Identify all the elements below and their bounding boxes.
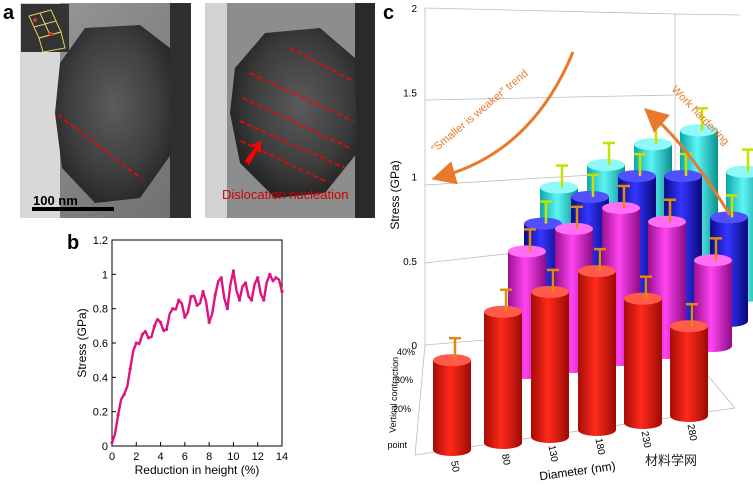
chart-c-zlabel: Stress (GPa) [388,160,402,229]
data-point [262,298,266,302]
scale-bar [32,207,114,211]
data-point [231,269,236,273]
data-point [140,332,144,337]
x-tick-label: 80 [499,453,512,466]
x-tick-label: 280 [685,423,699,442]
series-line-stress [110,269,284,443]
diffraction-inset [21,4,69,53]
smaller-weaker-arrow [431,51,575,185]
data-point [189,295,193,299]
y-tick-label: 20% [393,404,411,414]
y-tick-label: 0.4 [93,372,108,384]
y-tick-label: 30% [395,375,413,385]
data-point [134,341,138,345]
nanoparticle-right [230,28,357,198]
data-point [213,293,217,297]
z-tick-label: 2 [411,4,417,15]
dashed-line-left [57,114,143,180]
tem-right-drawing [205,3,375,218]
z-tick-label: 0 [411,341,417,352]
data-point [207,320,211,324]
data-point [280,289,284,294]
data-point [158,320,163,324]
data-point [219,276,223,280]
data-point [243,281,248,285]
y-tick-label: 1.2 [93,235,108,247]
data-point [165,327,169,331]
x-tick-label: 2 [133,451,139,463]
chart-b: 0 2 4 6 8 10 12 14 0 0.2 0.4 0.6 0.8 1 1.2 Reduction i… [75,235,288,477]
bar-yieldpoint-280 [670,302,708,422]
bar-yieldpoint-50 [433,336,471,456]
panel-label-c: c [383,2,395,24]
chart-c-ylabel: Vertical contraction [388,357,401,433]
y-tick-label: 0.2 [93,407,108,419]
dislocation-annotation: Dislocation nucleation [222,187,349,202]
work-hardening-arrow [644,108,732,216]
y-tick-label: Yield point [385,440,407,450]
panel-label-a: a [3,2,15,24]
y-tick-label: 0 [102,441,108,453]
x-tick-label: 50 [448,460,461,473]
chart-c: 0 0.5 1 1.5 2 50 80 130 180 230 280 Yield point 20… [385,4,753,484]
bar-yieldpoint-230 [624,275,662,429]
data-point [152,324,157,328]
data-point [171,307,175,311]
nanoparticle-left [55,25,172,203]
red-arrow [245,141,261,165]
x-tick-label: 14 [276,451,288,463]
watermark: 材料学网 [645,454,698,469]
y-tick-label: 0.6 [93,338,108,350]
tem-image-right [205,3,375,218]
x-tick-label: 8 [206,451,212,463]
y-tick-label: 0.8 [93,304,108,316]
data-point [250,298,254,302]
data-point [116,413,120,417]
z-tick-label: 1 [411,173,417,184]
x-tick-label: 6 [182,451,188,463]
data-point [256,276,260,280]
z-tick-label: 0.5 [403,257,417,268]
data-point [177,298,181,302]
data-point [268,272,272,276]
y-tick-label: 1 [102,269,108,281]
x-tick-label: 12 [252,451,264,463]
data-point [274,276,278,280]
x-tick-label: 130 [546,444,560,463]
x-tick-label: 10 [227,451,239,463]
smaller-weaker-annotation: “Smaller is weaker” trend [429,68,530,156]
data-point [237,298,242,302]
bar-yieldpoint-80 [484,288,522,449]
chart-b-xlabel: Reduction in height (%) [135,463,260,477]
data-point [201,289,205,294]
x-tick-label: 180 [593,437,607,456]
z-tick-label: 1.5 [403,88,417,99]
y-tick-label: 40% [397,347,415,357]
data-point [225,307,229,311]
x-tick-label: 0 [109,451,115,463]
data-point [110,440,114,445]
bar-yieldpoint-130 [531,268,569,443]
chart-b-ylabel: Stress (GPa) [75,308,89,377]
panel-label-b: b [67,232,80,254]
x-tick-label: 4 [158,451,164,463]
data-point [183,315,187,319]
bar-yieldpoint-180 [578,247,616,436]
x-tick-label: 230 [639,430,653,449]
data-point [122,392,126,397]
chart-c-xlabel: Diameter (nm) [538,459,616,484]
data-point [195,303,199,307]
data-point [128,367,132,371]
scale-bar-label: 100 nm [33,193,78,208]
data-point [146,336,151,340]
